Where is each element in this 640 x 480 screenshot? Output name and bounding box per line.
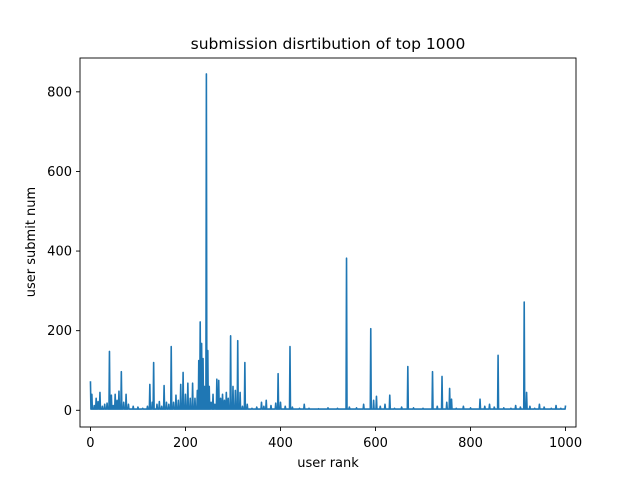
y-axis-label: user submit num — [24, 187, 39, 297]
x-tick-label: 200 — [173, 436, 198, 451]
chart-title: submission disrtibution of top 1000 — [191, 35, 466, 53]
y-tick-label: 800 — [47, 85, 72, 100]
x-tick-label: 600 — [363, 436, 388, 451]
y-tick-label: 0 — [64, 404, 72, 419]
plot-area — [79, 57, 577, 428]
x-tick-label: 800 — [458, 436, 483, 451]
y-tick-label: 200 — [47, 324, 72, 339]
x-tick-label: 1000 — [549, 436, 582, 451]
x-tick-label: 400 — [268, 436, 293, 451]
series-line — [89, 73, 567, 410]
x-axis: 0 200 400 600 800 1000 — [86, 427, 582, 451]
x-axis-label: user rank — [297, 456, 359, 471]
y-axis: 0 200 400 600 800 — [47, 85, 80, 419]
y-tick-label: 400 — [47, 245, 72, 260]
y-tick-label: 600 — [47, 165, 72, 180]
x-tick-label: 0 — [86, 436, 94, 451]
